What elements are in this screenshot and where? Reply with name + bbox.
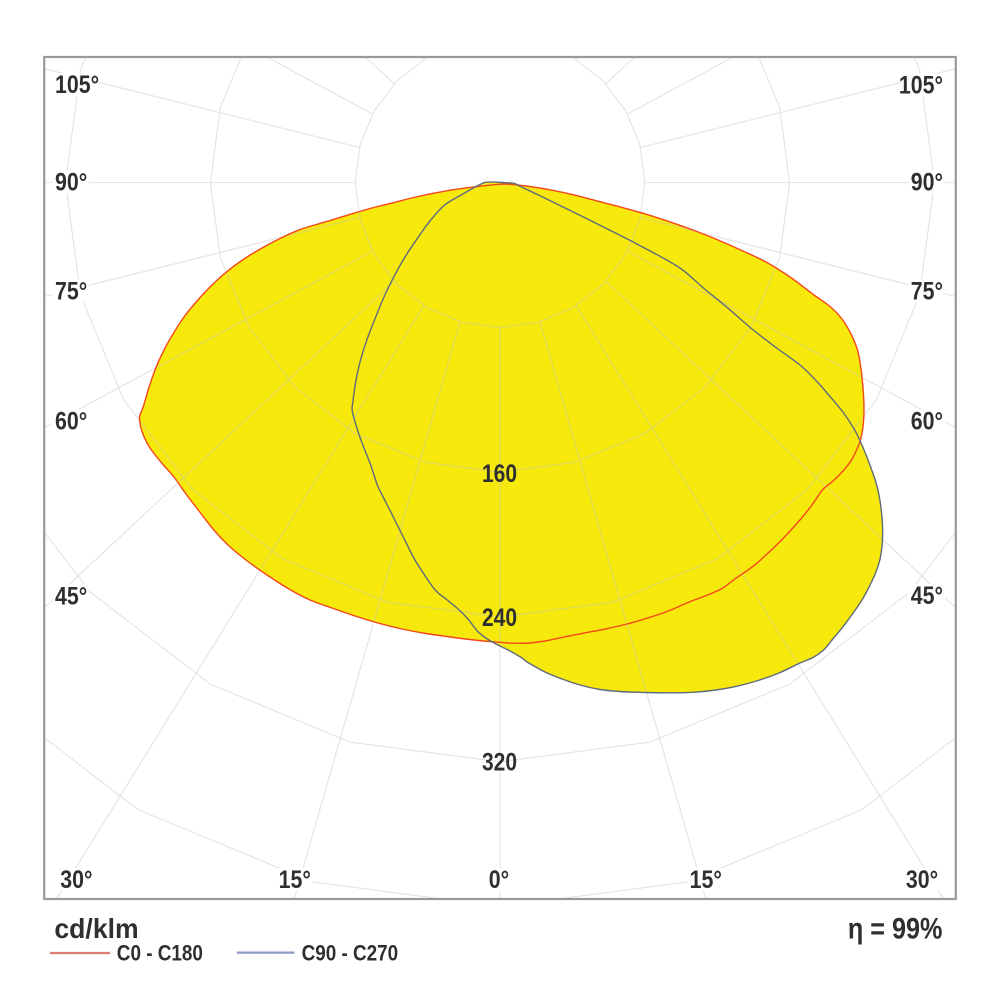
svg-text:75°: 75° [911,277,943,305]
svg-text:75°: 75° [55,277,87,305]
svg-text:0°: 0° [489,865,509,893]
svg-text:105°: 105° [55,70,99,98]
svg-text:45°: 45° [55,582,87,610]
svg-text:240: 240 [482,603,517,631]
svg-text:cd/klm: cd/klm [54,913,138,945]
svg-text:105°: 105° [899,71,943,99]
svg-text:η = 99%: η = 99% [848,911,943,945]
svg-text:15°: 15° [279,865,311,893]
svg-text:C0 - C180: C0 - C180 [117,941,203,966]
svg-text:90°: 90° [911,168,943,196]
svg-text:60°: 60° [911,407,943,435]
svg-text:90°: 90° [55,168,87,196]
svg-text:320: 320 [482,748,517,776]
svg-text:C90 - C270: C90 - C270 [302,941,399,966]
svg-text:30°: 30° [906,865,938,893]
svg-text:30°: 30° [60,865,92,893]
svg-text:15°: 15° [690,865,722,893]
svg-text:45°: 45° [911,581,943,609]
svg-text:160: 160 [482,459,517,487]
svg-text:60°: 60° [55,407,87,435]
